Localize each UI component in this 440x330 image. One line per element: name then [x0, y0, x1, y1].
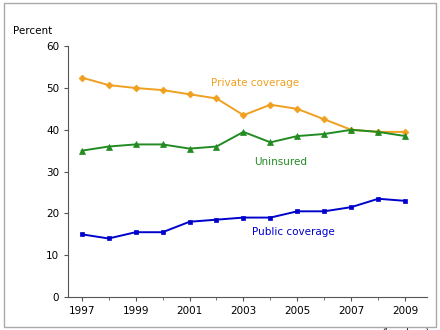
Text: Public coverage: Public coverage [252, 227, 334, 237]
Text: Uninsured: Uninsured [254, 157, 307, 167]
Text: Percent: Percent [13, 26, 52, 36]
Text: (Jan.–June): (Jan.–June) [381, 328, 429, 330]
Text: Private coverage: Private coverage [211, 78, 299, 88]
